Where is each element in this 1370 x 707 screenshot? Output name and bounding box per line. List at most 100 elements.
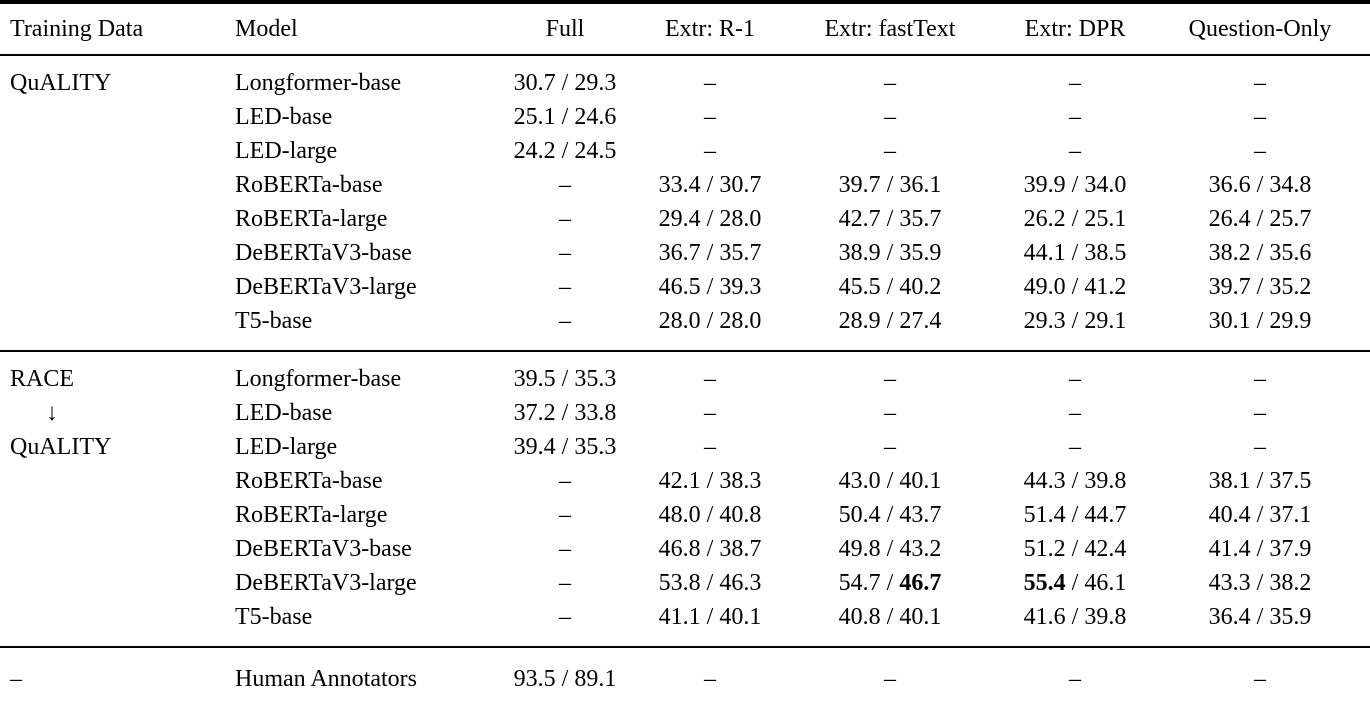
metric-value: 54.7 / [838,569,900,596]
table-row: – Human Annotators 93.5 / 89.1 – – – – [0,647,1370,707]
question-only-cell: 41.4 / 37.9 [1150,532,1370,566]
training-data-cell [0,600,225,647]
metric-value: – [1069,137,1081,164]
metric-value-bold: 55.4 [1023,569,1066,596]
extr-fasttext-cell: 39.7 / 36.1 [780,168,1000,202]
model-cell: RoBERTa-base [235,467,383,494]
extr-fasttext-cell: 45.5 / 40.2 [780,270,1000,304]
metric-value: – [884,103,896,130]
column-header-full: Full [490,2,640,56]
extr-r1-cell: 42.1 / 38.3 [640,464,780,498]
extr-dpr-cell: – [1000,134,1150,168]
metric-value: 25.1 / 24.6 [513,103,617,130]
metric-value: 44.3 / 39.8 [1023,467,1127,494]
metric-value: 51.2 / 42.4 [1023,535,1127,562]
table-row: DeBERTaV3-large – 46.5 / 39.3 45.5 / 40.2 49… [0,270,1370,304]
metric-value: 37.2 / 33.8 [513,399,617,426]
extr-fasttext-cell: 54.7 / 46.7 [780,566,1000,600]
metric-value: – [559,171,571,198]
model-cell: T5-base [235,307,313,334]
metric-value: – [884,365,896,392]
full-cell: – [490,464,640,498]
metric-value: 49.8 / 43.2 [838,535,942,562]
metric-value: – [1254,69,1266,96]
metric-value: – [1254,103,1266,130]
full-cell: 39.5 / 35.3 [490,351,640,396]
metric-value: – [704,665,716,692]
table-row: RACE Longformer-base 39.5 / 35.3 – – – – [0,351,1370,396]
table-row: RoBERTa-base – 42.1 / 38.3 43.0 / 40.1 44.3 … [0,464,1370,498]
column-header-model: Model [225,2,490,56]
training-data-cell [0,464,225,498]
extr-dpr-cell: – [1000,430,1150,464]
metric-value: 44.1 / 38.5 [1023,239,1127,266]
metric-value: 43.0 / 40.1 [838,467,942,494]
metric-value: / 46.1 [1065,569,1127,596]
metric-value: – [884,399,896,426]
metric-value: – [1254,399,1266,426]
extr-r1-cell: 48.0 / 40.8 [640,498,780,532]
extr-fasttext-cell: – [780,430,1000,464]
metric-value: – [1069,365,1081,392]
question-only-cell: – [1150,55,1370,100]
metric-value: – [1254,137,1266,164]
metric-value-bold: 46.7 [899,569,942,596]
metric-value: 41.1 / 40.1 [658,603,762,630]
model-cell: RoBERTa-large [235,205,388,232]
table-header: Training Data Model Full Extr: R-1 Extr:… [0,2,1370,56]
training-data-cell: QuALITY [10,69,112,96]
training-data-cell [0,100,225,134]
extr-r1-cell: 29.4 / 28.0 [640,202,780,236]
metric-value: 51.4 / 44.7 [1023,501,1127,528]
question-only-cell: – [1150,100,1370,134]
header-row: Training Data Model Full Extr: R-1 Extr:… [0,2,1370,56]
table-row: QuALITY Longformer-base 30.7 / 29.3 – – – – [0,55,1370,100]
metric-value: 36.6 / 34.8 [1208,171,1312,198]
full-cell: – [490,202,640,236]
table-row: T5-base – 41.1 / 40.1 40.8 / 40.1 41.6 / 39.… [0,600,1370,647]
extr-dpr-cell: 51.2 / 42.4 [1000,532,1150,566]
group-race-to-quality: RACE Longformer-base 39.5 / 35.3 – – – – ↓ LED-b… [0,351,1370,647]
model-cell: LED-base [235,399,333,426]
extr-fasttext-cell: 38.9 / 35.9 [780,236,1000,270]
column-header-extr-dpr: Extr: DPR [1000,2,1150,56]
metric-value: – [884,69,896,96]
table-row: LED-large 24.2 / 24.5 – – – – [0,134,1370,168]
metric-value: 40.8 / 40.1 [838,603,942,630]
metric-value: – [884,665,896,692]
model-cell: Longformer-base [235,69,402,96]
metric-value: – [704,103,716,130]
question-only-cell: 40.4 / 37.1 [1150,498,1370,532]
metric-value: – [704,365,716,392]
metric-value: – [704,433,716,460]
extr-r1-cell: – [640,430,780,464]
metric-value: – [1069,69,1081,96]
model-cell: LED-large [235,433,338,460]
model-cell: DeBERTaV3-large [235,273,417,300]
training-data-cell [0,202,225,236]
training-data-cell [0,134,225,168]
metric-value: – [559,501,571,528]
table-row: RoBERTa-large – 48.0 / 40.8 50.4 / 43.7 51.4… [0,498,1370,532]
column-header-extr-r1: Extr: R-1 [640,2,780,56]
model-cell: RoBERTa-large [235,501,388,528]
metric-value: 28.9 / 27.4 [838,307,942,334]
question-only-cell: 30.1 / 29.9 [1150,304,1370,351]
metric-value: – [884,137,896,164]
table-row: LED-base 25.1 / 24.6 – – – – [0,100,1370,134]
extr-fasttext-cell: 50.4 / 43.7 [780,498,1000,532]
metric-value: – [1254,433,1266,460]
metric-value: 33.4 / 30.7 [658,171,762,198]
model-cell: DeBERTaV3-large [235,569,417,596]
full-cell: – [490,532,640,566]
table-row: DeBERTaV3-large –53.8 / 46.3 54.7 / 46.7 55… [0,566,1370,600]
extr-dpr-cell: 39.9 / 34.0 [1000,168,1150,202]
metric-value: 39.7 / 36.1 [838,171,942,198]
training-data-cell [0,566,225,600]
table-row: DeBERTaV3-base – 46.8 / 38.7 49.8 / 43.2 51.… [0,532,1370,566]
extr-r1-cell: 33.4 / 30.7 [640,168,780,202]
metric-value: 46.5 / 39.3 [658,273,762,300]
extr-dpr-cell: 29.3 / 29.1 [1000,304,1150,351]
extr-dpr-cell: 41.6 / 39.8 [1000,600,1150,647]
